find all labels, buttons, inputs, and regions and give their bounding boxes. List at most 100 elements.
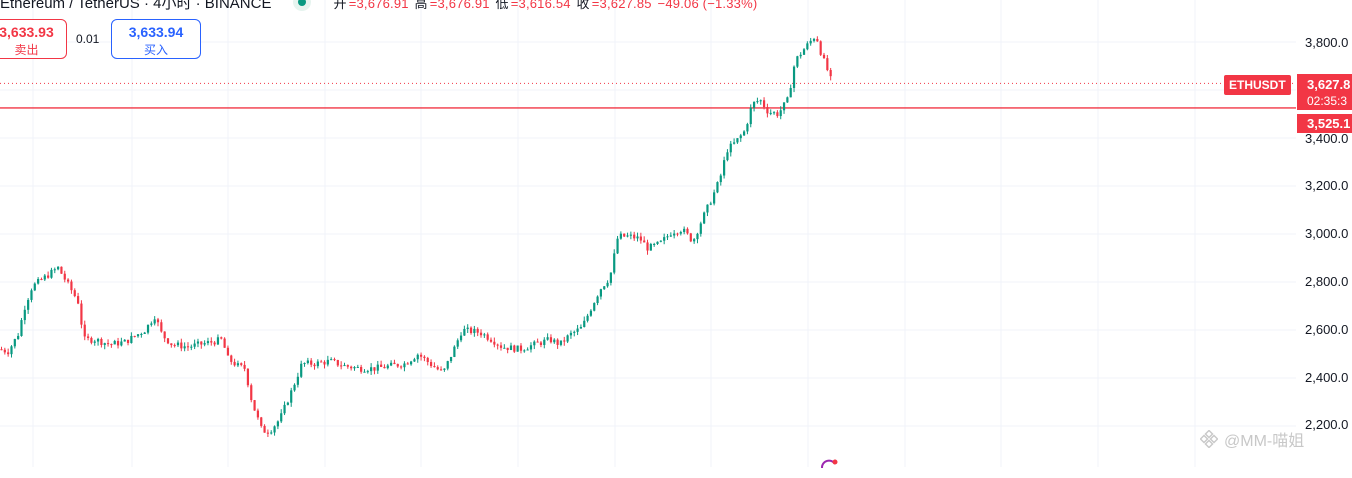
candle-up bbox=[216, 337, 220, 345]
candle-down bbox=[499, 345, 503, 348]
sell-button[interactable]: 3,633.93 卖出 bbox=[0, 19, 67, 59]
candle-up bbox=[533, 341, 536, 346]
candle-down bbox=[170, 343, 173, 346]
candle-up bbox=[696, 233, 699, 240]
candle-up bbox=[799, 54, 802, 57]
candle-down bbox=[40, 279, 43, 281]
candle-down bbox=[433, 366, 436, 368]
candle-down bbox=[822, 54, 826, 59]
candle-down bbox=[340, 365, 343, 367]
candle-down bbox=[246, 368, 250, 386]
candle-up bbox=[523, 350, 526, 352]
replay-icon[interactable] bbox=[818, 456, 840, 478]
candle-up bbox=[576, 328, 579, 332]
buy-price: 3,633.94 bbox=[128, 24, 184, 40]
candle-up bbox=[303, 363, 306, 365]
symbol-header: Ethereum / TetherUS · 4小时 · BINANCE 开 =3,… bbox=[0, 0, 759, 13]
candle-down bbox=[686, 228, 689, 234]
candle-down bbox=[233, 361, 236, 366]
candle-up bbox=[146, 324, 150, 333]
candle-up bbox=[130, 335, 133, 343]
candle-down bbox=[73, 290, 76, 297]
candle-down bbox=[323, 361, 326, 365]
candles bbox=[0, 36, 832, 437]
candle-up bbox=[786, 97, 789, 103]
market-status-icon[interactable] bbox=[293, 0, 312, 11]
candle-up bbox=[683, 228, 686, 233]
candle-down bbox=[200, 341, 203, 345]
price-axis[interactable]: 3,800.0 3,400.0 3,200.0 3,000.0 2,800.0 … bbox=[1296, 0, 1352, 467]
candle-up bbox=[483, 334, 486, 336]
candle-up bbox=[283, 404, 286, 414]
candle-up bbox=[103, 343, 106, 345]
candle-up bbox=[636, 236, 639, 239]
candle-down bbox=[156, 319, 160, 323]
candle-down bbox=[166, 338, 170, 344]
candle-up bbox=[789, 87, 792, 98]
candle-up bbox=[726, 152, 729, 161]
candle-up bbox=[589, 310, 593, 316]
candle-up bbox=[719, 175, 722, 183]
candle-up bbox=[613, 253, 616, 273]
candle-up bbox=[559, 340, 563, 345]
axis-label: 2,200.0 bbox=[1305, 417, 1349, 432]
candle-down bbox=[396, 364, 399, 367]
candle-up bbox=[739, 135, 742, 139]
candle-down bbox=[230, 355, 233, 362]
axis-label: 3,200.0 bbox=[1305, 178, 1349, 193]
candle-down bbox=[320, 361, 323, 363]
candle-up bbox=[699, 223, 702, 234]
candle-down bbox=[346, 365, 349, 367]
candle-down bbox=[536, 341, 539, 343]
candle-up bbox=[653, 244, 656, 246]
candle-down bbox=[100, 338, 103, 345]
candle-down bbox=[476, 328, 479, 333]
candle-up bbox=[280, 413, 283, 422]
candle-up bbox=[140, 333, 143, 335]
candle-down bbox=[400, 366, 403, 368]
candle-up bbox=[456, 340, 459, 347]
candle-down bbox=[406, 363, 409, 365]
candle-up bbox=[663, 237, 666, 241]
candle-up bbox=[463, 328, 466, 336]
candle-up bbox=[749, 107, 752, 125]
candle-down bbox=[426, 357, 429, 363]
candle-up bbox=[529, 345, 533, 350]
candle-up bbox=[723, 160, 726, 176]
horizontal-line-price: 3,525.1 bbox=[1307, 116, 1351, 131]
buy-button[interactable]: 3,633.94 买入 bbox=[111, 19, 201, 59]
candle-up bbox=[806, 43, 809, 50]
candle-up bbox=[300, 363, 303, 377]
candle-up bbox=[713, 192, 716, 204]
ohlc-change-value: −49.06 (−1.33%) bbox=[657, 0, 758, 11]
candle-up bbox=[293, 384, 296, 391]
bar-countdown: 02:35:3 bbox=[1307, 94, 1348, 108]
candle-down bbox=[83, 324, 86, 337]
current-price-label: 3,627.8 02:35:3 bbox=[1297, 74, 1352, 110]
candle-down bbox=[266, 432, 269, 434]
candle-up bbox=[466, 327, 469, 329]
candle-down bbox=[313, 364, 316, 367]
candle-up bbox=[273, 426, 276, 433]
horizontal-line-price-label: 3,525.1 bbox=[1297, 114, 1352, 133]
candle-down bbox=[116, 340, 120, 346]
candle-up bbox=[812, 38, 816, 41]
candle-up bbox=[390, 362, 393, 366]
candle-up bbox=[17, 335, 20, 340]
candle-up bbox=[526, 349, 529, 351]
candle-down bbox=[250, 385, 253, 401]
buy-label: 买入 bbox=[143, 43, 168, 57]
candle-up bbox=[409, 361, 413, 365]
candle-down bbox=[126, 339, 130, 343]
candle-up bbox=[50, 269, 53, 278]
candle-down bbox=[423, 356, 426, 358]
candle-up bbox=[53, 269, 56, 271]
candle-up bbox=[93, 341, 96, 343]
price-chart[interactable] bbox=[0, 0, 1352, 467]
candle-up bbox=[143, 332, 146, 334]
candle-down bbox=[493, 341, 496, 345]
candle-down bbox=[513, 345, 516, 352]
candle-up bbox=[366, 371, 369, 373]
candle-up bbox=[459, 335, 463, 341]
candle-up bbox=[37, 279, 40, 284]
